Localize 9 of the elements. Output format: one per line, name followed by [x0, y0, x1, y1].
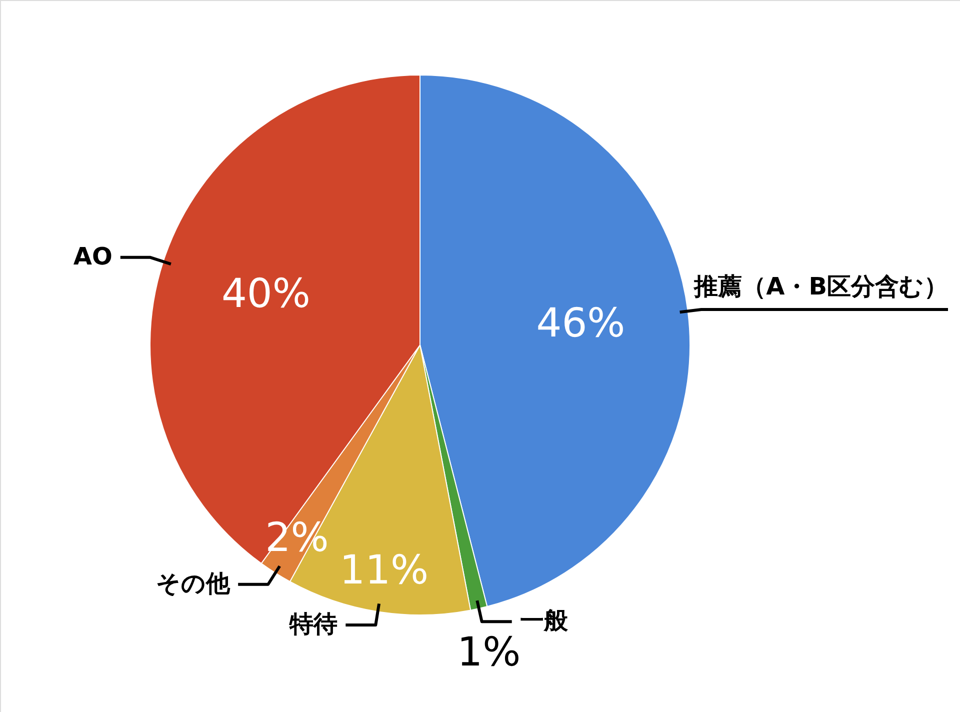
slice-label: その他: [156, 569, 232, 598]
slice-label: 特待: [288, 610, 338, 638]
slice-label: AO: [73, 242, 112, 270]
slice-label: 推薦（A・B区分含む）: [693, 272, 948, 300]
data-label: 46%: [536, 300, 626, 347]
slice-label: 一般: [520, 606, 569, 635]
data-label: 40%: [221, 270, 310, 317]
data-label: 11%: [340, 548, 429, 594]
data-label: 1%: [457, 629, 521, 676]
